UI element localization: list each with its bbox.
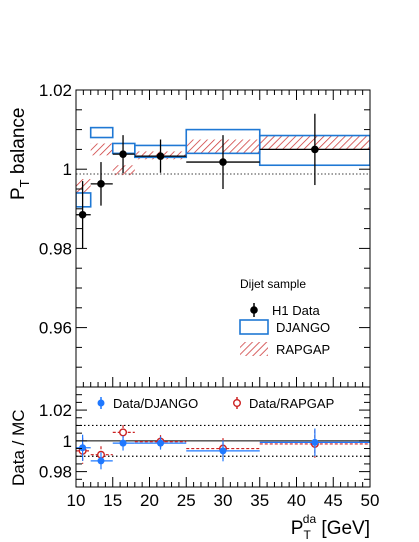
ratio-y-tick-label: 1.02 <box>39 401 72 420</box>
x-tick-label: 10 <box>67 491 86 510</box>
legend-django-swatch <box>239 319 269 335</box>
h1-data-point <box>97 180 105 188</box>
ratio-y-axis-label: Data / MC <box>9 409 28 486</box>
rapgap-band <box>112 165 135 176</box>
x-tick-label: 35 <box>250 491 269 510</box>
data-django-point <box>219 447 227 455</box>
ratio-y-axis-ticks: 0.98 1 1.02 <box>39 386 370 488</box>
x-tick-label: 20 <box>140 491 159 510</box>
data-django-point <box>119 439 127 447</box>
h1-data-points <box>76 113 370 249</box>
h1-data-point <box>219 158 227 166</box>
legend-django-label: DJANGO <box>276 320 330 335</box>
legend-rapgap-swatch <box>240 342 268 356</box>
ratio-legend: Data/DJANGO Data/RAPGAP <box>97 396 334 411</box>
data-django-point <box>79 444 87 452</box>
django-box <box>89 126 114 139</box>
main-y-tick-label: 0.98 <box>39 239 72 258</box>
x-tick-label: 45 <box>324 491 343 510</box>
ratio-y-tick-label: 1 <box>63 432 72 451</box>
legend-h1-data-marker <box>250 303 258 317</box>
ratio-panel: 0.98 1 1.02 10 15 20 25 30 35 40 45 50 Data/DJANGO… <box>9 90 379 542</box>
x-tick-label: 15 <box>103 491 122 510</box>
main-y-tick-label: 1 <box>63 160 72 179</box>
data-django-points <box>76 428 370 470</box>
legend-h1-data-label: H1 Data <box>272 303 320 318</box>
main-legend: Dijet sample H1 Data DJANGO RAPGAP <box>239 277 330 357</box>
x-axis-ticks: 10 15 20 25 30 35 40 45 50 <box>67 90 380 510</box>
rapgap-band <box>90 143 113 156</box>
data-django-point <box>97 457 105 465</box>
x-tick-label: 30 <box>214 491 233 510</box>
legend-data-django-marker <box>97 397 105 409</box>
main-y-tick-label: 1.02 <box>39 81 72 100</box>
main-panel: 0.96 0.98 1 1.02 Dijet sample H1 Data DJANG… <box>8 81 371 388</box>
x-tick-label: 40 <box>287 491 306 510</box>
django-box <box>76 192 92 208</box>
legend-rapgap-label: RAPGAP <box>276 342 330 357</box>
h1-data-point <box>78 210 87 219</box>
legend-data-django-label: Data/DJANGO <box>113 396 198 411</box>
main-y-axis-ticks: 0.96 0.98 1 1.02 <box>39 81 370 388</box>
legend-data-rapgap-label: Data/RAPGAP <box>249 396 334 411</box>
data-django-point <box>311 438 319 446</box>
x-tick-label: 25 <box>177 491 196 510</box>
data-django-point <box>157 439 165 447</box>
main-y-tick-label: 0.96 <box>39 319 72 338</box>
x-axis-label: PTda [GeV] <box>291 512 370 542</box>
x-tick-label: 50 <box>361 491 380 510</box>
data-rapgap-point <box>119 428 128 437</box>
h1-data-point <box>311 145 319 154</box>
ratio-y-tick-label: 0.98 <box>39 463 72 482</box>
h1-data-point <box>156 152 165 160</box>
legend-data-rapgap-marker <box>232 397 241 409</box>
legend-title: Dijet sample <box>240 277 306 291</box>
main-y-axis-label: PT balance <box>8 108 32 200</box>
h1-data-point <box>119 150 127 158</box>
rapgap-band <box>76 179 91 193</box>
